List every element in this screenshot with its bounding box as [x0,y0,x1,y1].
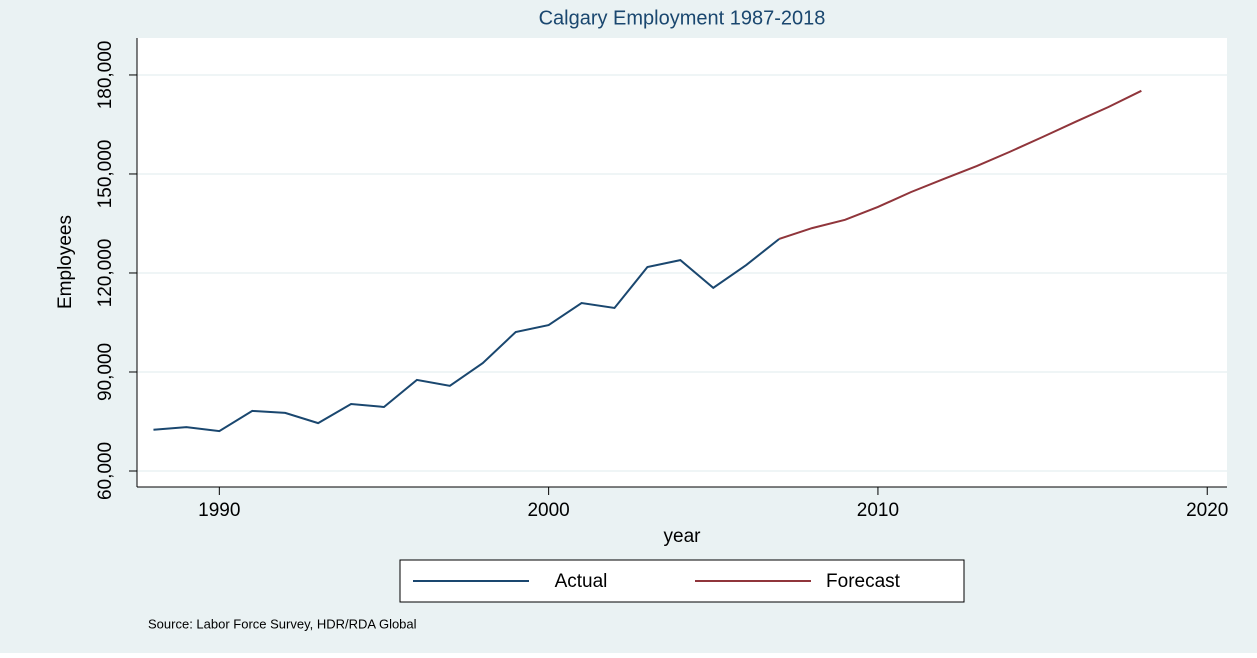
legend-label: Forecast [826,571,901,592]
x-tick-label: 2000 [527,500,569,521]
y-tick-label: 180,000 [95,41,116,110]
x-tick-label: 2020 [1186,500,1228,521]
y-tick-label: 90,000 [95,343,116,401]
legend-label: Actual [555,571,608,592]
x-tick-label: 2010 [857,500,899,521]
chart-title: Calgary Employment 1987-2018 [539,7,826,29]
data-line [778,89,1142,240]
source-note: Source: Labor Force Survey, HDR/RDA Glob… [148,616,417,631]
y-tick-label: 60,000 [95,442,116,500]
x-axis-label: year [664,526,702,547]
y-tick-label: 120,000 [95,239,116,308]
x-tick-label: 1990 [198,500,240,521]
y-tick-label: 150,000 [95,140,116,209]
y-axis-label: Employees [55,215,76,309]
data-line [153,238,780,433]
